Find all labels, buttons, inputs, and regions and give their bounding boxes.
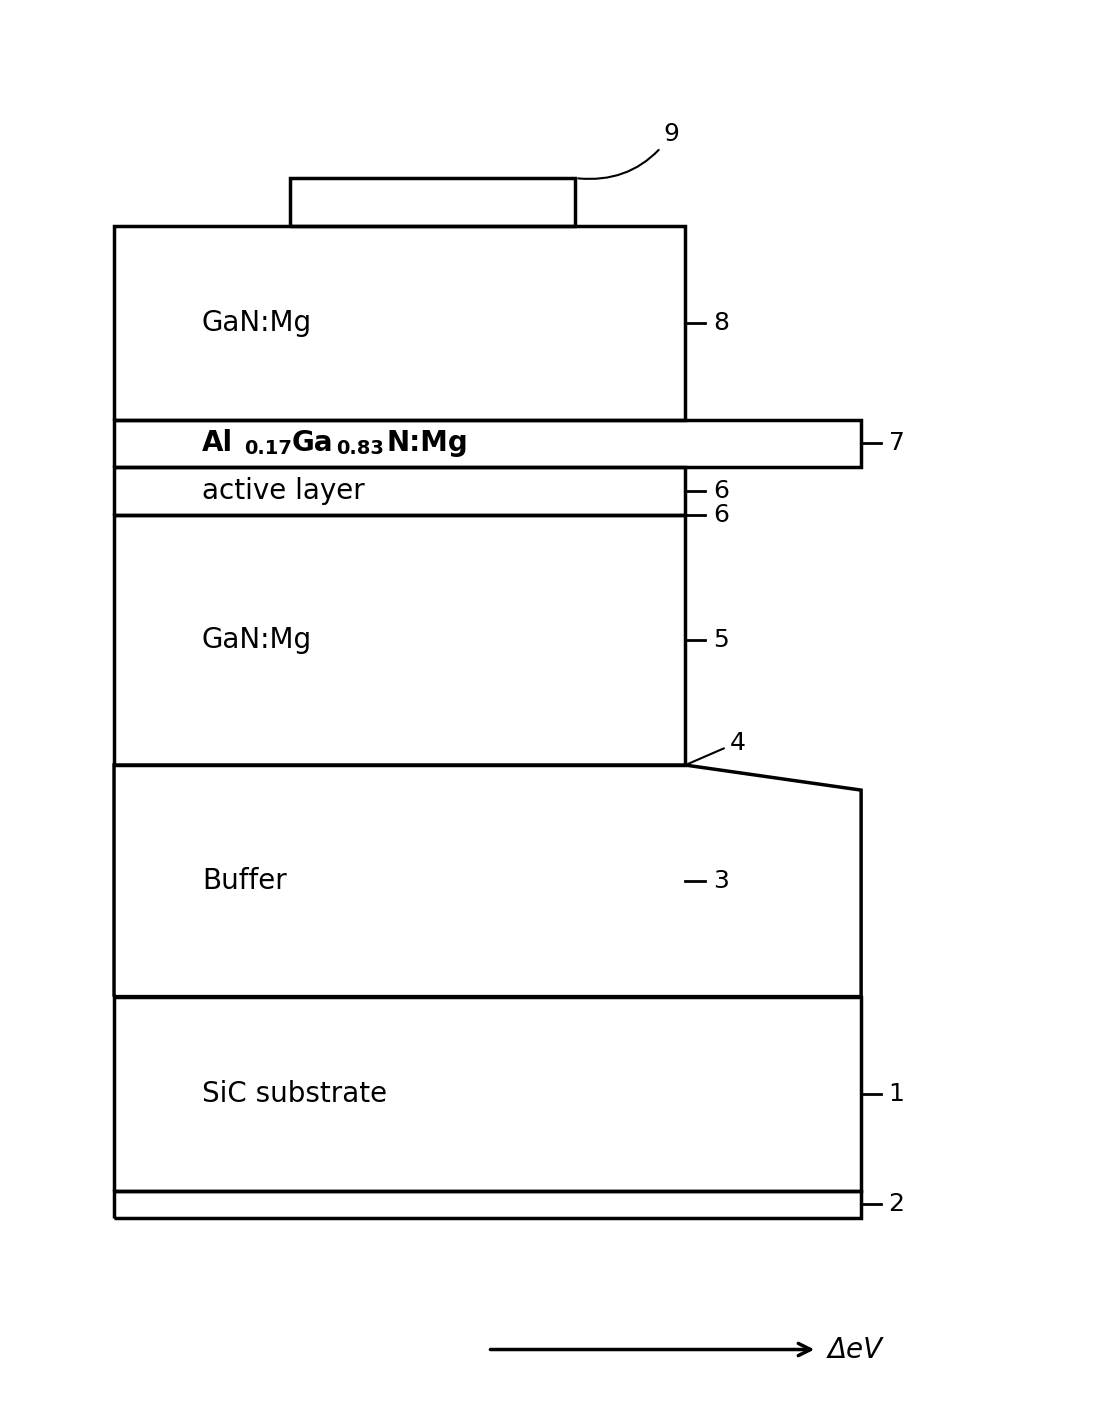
- Text: Al: Al: [201, 430, 234, 457]
- Text: N:Mg: N:Mg: [386, 430, 468, 457]
- Text: Buffer: Buffer: [201, 867, 287, 895]
- Text: active layer: active layer: [201, 477, 364, 505]
- Text: ΔeV: ΔeV: [828, 1335, 883, 1363]
- Text: Ga: Ga: [292, 430, 333, 457]
- Text: 2: 2: [889, 1193, 904, 1217]
- Text: 0.17: 0.17: [244, 439, 291, 458]
- Text: 1: 1: [889, 1081, 904, 1105]
- Text: 6: 6: [713, 479, 728, 503]
- Text: 3: 3: [713, 869, 728, 893]
- Text: 0.83: 0.83: [335, 439, 384, 458]
- Text: 4: 4: [687, 730, 745, 764]
- Text: 6: 6: [713, 503, 728, 527]
- Text: GaN:Mg: GaN:Mg: [201, 626, 312, 654]
- Text: GaN:Mg: GaN:Mg: [201, 309, 312, 337]
- Text: SiC substrate: SiC substrate: [201, 1080, 387, 1108]
- Text: 9: 9: [578, 123, 680, 179]
- Text: 5: 5: [713, 627, 728, 651]
- Text: 7: 7: [889, 431, 904, 455]
- Text: 8: 8: [713, 310, 728, 334]
